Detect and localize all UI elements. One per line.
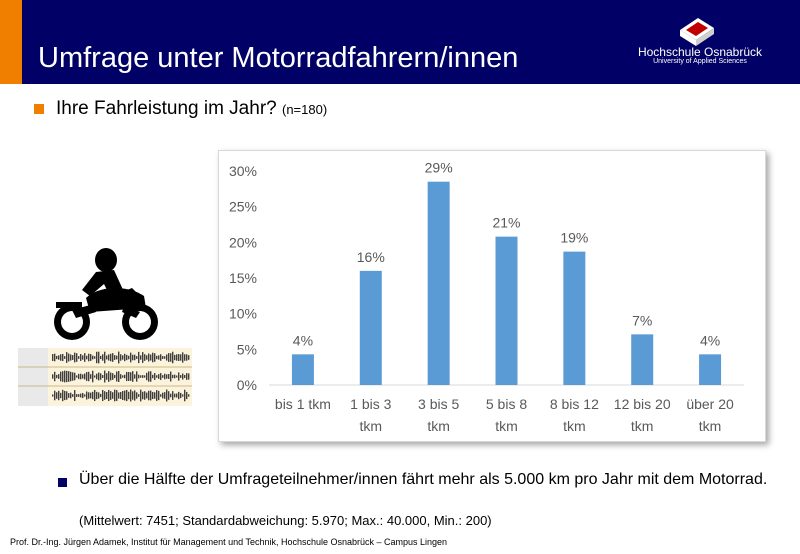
category-label: bis 1 tkm (275, 396, 331, 412)
category-label: tkm (563, 418, 586, 434)
bar (359, 270, 382, 385)
slide-title: Umfrage unter Motorradfahrern/innen (38, 42, 519, 74)
category-label: tkm (495, 418, 518, 434)
motorcycle-rider-icon (54, 248, 158, 340)
bullet-square-navy (58, 478, 67, 487)
y-tick-label: 30% (229, 163, 257, 179)
category-label: tkm (427, 418, 450, 434)
summary-stats: (Mittelwert: 7451; Standardabweichung: 5… (79, 513, 492, 528)
bar (699, 354, 722, 385)
header-bar: Umfrage unter Motorradfahrern/innen Hoch… (0, 0, 800, 84)
logo-subtitle: University of Applied Sciences (653, 58, 747, 65)
category-label: tkm (699, 418, 722, 434)
y-tick-label: 25% (229, 199, 257, 215)
sample-size: (n=180) (282, 102, 328, 117)
data-label: 21% (492, 215, 520, 231)
bar (631, 334, 654, 385)
category-label: tkm (631, 418, 654, 434)
data-label: 4% (700, 332, 720, 348)
bar (495, 236, 518, 385)
y-tick-label: 15% (229, 270, 257, 286)
y-tick-label: 20% (229, 234, 257, 250)
question-text: Ihre Fahrleistung im Jahr? (56, 98, 277, 119)
data-label: 29% (425, 160, 453, 176)
audio-waveform-image (18, 348, 192, 406)
bullet-square-orange (34, 104, 44, 114)
data-label: 7% (632, 312, 652, 328)
category-label: 5 bis 8 (486, 396, 527, 412)
bar (291, 354, 314, 385)
logo-name: Hochschule Osnabrück (637, 45, 763, 59)
data-label: 16% (357, 249, 385, 265)
y-tick-label: 5% (237, 341, 257, 357)
question-heading: Ihre Fahrleistung im Jahr? (n=180) (56, 98, 327, 120)
category-label: 8 bis 12 (550, 396, 599, 412)
category-label: 12 bis 20 (614, 396, 671, 412)
university-logo-icon (680, 18, 714, 46)
bar-chart: 0% 5% 10% 15% 20% 25% 30% 4% bis 1 tkm 16% 1 bis 3… (229, 160, 744, 434)
data-label: 4% (293, 332, 313, 348)
bar (427, 181, 450, 385)
y-tick-label: 0% (237, 377, 257, 393)
chart-frame: 0% 5% 10% 15% 20% 25% 30% 4% bis 1 tkm 16% 1 bis 3… (218, 150, 766, 442)
footer-text: Prof. Dr.-Ing. Jürgen Adamek, Institut f… (10, 537, 448, 547)
category-label: über 20 (686, 396, 734, 412)
y-tick-label: 10% (229, 306, 257, 322)
category-label: tkm (360, 418, 383, 434)
data-label: 19% (560, 230, 588, 246)
category-label: 3 bis 5 (418, 396, 459, 412)
header-accent-stripe (0, 0, 22, 84)
summary-text: Über die Hälfte der Umfrageteilnehmer/in… (79, 471, 768, 488)
bar (563, 251, 586, 385)
category-label: 1 bis 3 (350, 396, 391, 412)
